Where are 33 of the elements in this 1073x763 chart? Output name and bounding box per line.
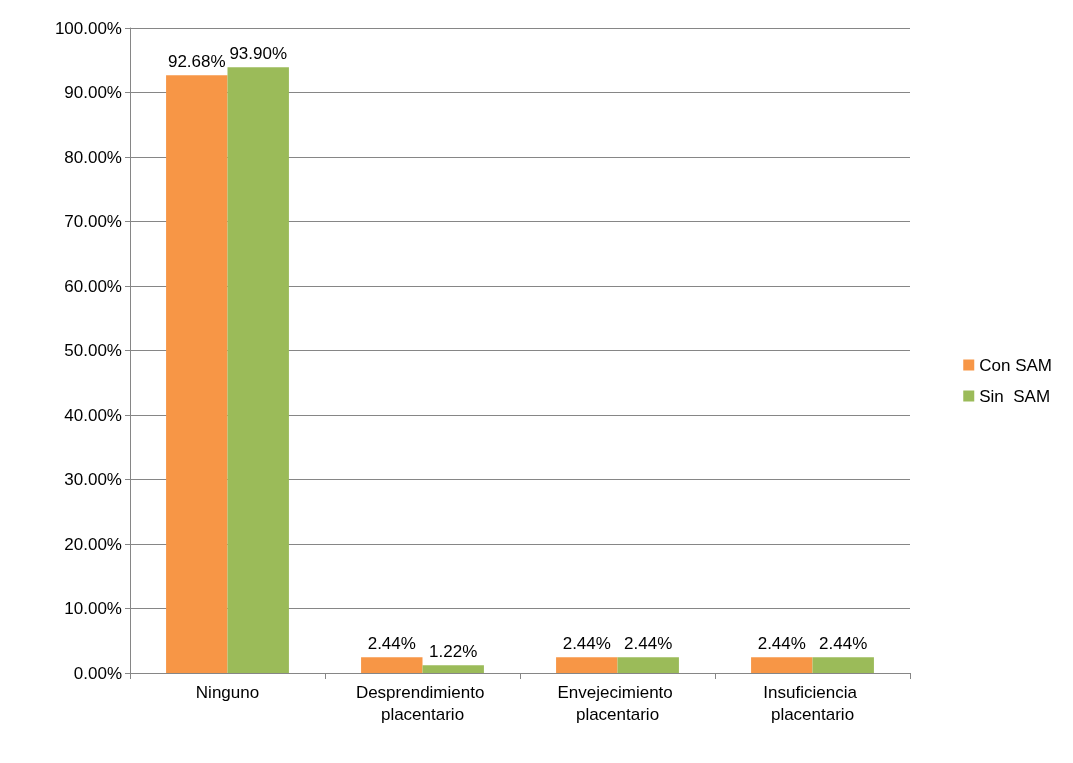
bar: [617, 657, 679, 673]
data-label: 2.44%: [562, 634, 611, 654]
data-label: 2.44%: [757, 634, 806, 654]
y-tick-label: 70.00%: [64, 212, 122, 231]
legend-label: Sin SAM: [979, 386, 1051, 406]
legend-label: Con SAM: [979, 355, 1052, 375]
data-label: 2.44%: [624, 634, 673, 654]
x-tick-label: Ninguno: [195, 682, 260, 702]
y-tick-label: 60.00%: [64, 276, 122, 296]
y-tick-label: 30.00%: [64, 470, 122, 489]
bar: [166, 75, 228, 673]
bar: [227, 67, 289, 673]
y-tick-label: 0.00%: [73, 663, 122, 683]
y-tick-label: 100.00%: [54, 18, 122, 38]
bar: [751, 657, 813, 673]
y-tick-label: 50.00%: [64, 341, 122, 360]
bar: [556, 657, 618, 673]
y-tick-label: 40.00%: [64, 405, 122, 425]
y-tick-label: 20.00%: [64, 534, 122, 554]
bar: [361, 657, 423, 673]
bar: [422, 665, 484, 673]
data-label: 92.68%: [167, 52, 226, 72]
y-tick-label: 80.00%: [64, 147, 122, 167]
x-tick-label: Envejecimiento placentario: [557, 682, 678, 724]
data-label: 2.44%: [819, 634, 868, 654]
y-tick-label: 10.00%: [64, 599, 122, 618]
y-tick-label: 90.00%: [64, 83, 122, 102]
data-label: 1.22%: [429, 642, 478, 662]
data-label: 2.44%: [367, 634, 416, 654]
x-tick-label: Insuficiencia placentario: [763, 682, 862, 724]
data-label: 93.90%: [229, 44, 288, 64]
x-tick-label: Desprendimiento placentario: [355, 682, 490, 724]
bar: [812, 657, 874, 673]
